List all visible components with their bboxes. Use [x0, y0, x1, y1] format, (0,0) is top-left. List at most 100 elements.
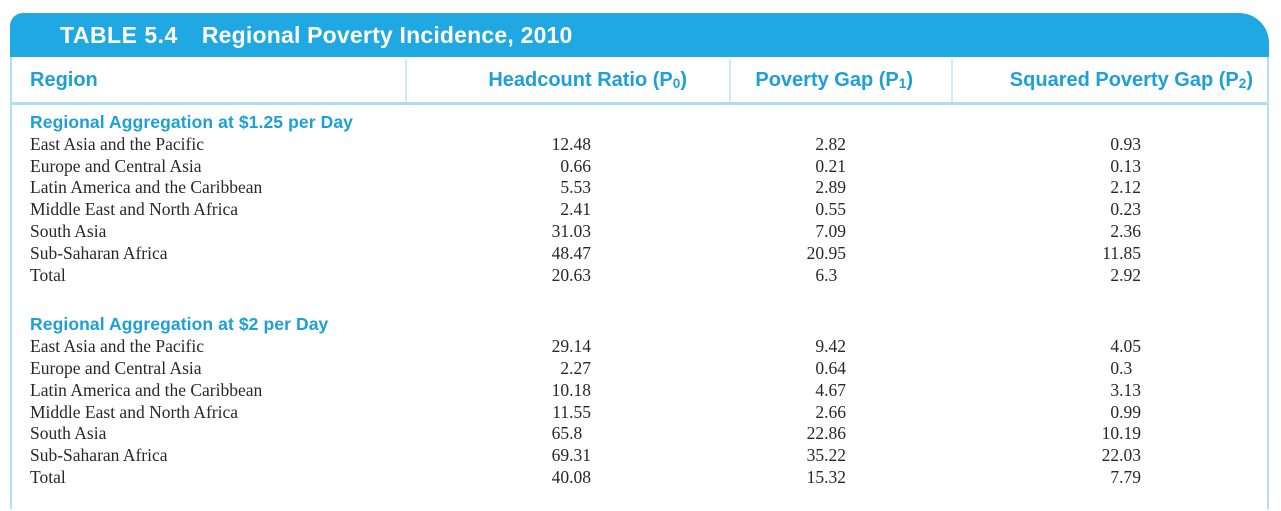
value-cell: 9.42 — [729, 336, 951, 358]
table-row: Sub-Saharan Africa 69.31 35.22 22.03 — [12, 445, 1267, 467]
table-row: Latin America and the Caribbean 10.18 4.… — [12, 380, 1267, 402]
value-cell: 0.64 — [729, 358, 951, 380]
poverty-gap-value: 22.86 — [806, 423, 846, 444]
value-cell: 0.13 — [951, 156, 1267, 178]
section-title: Regional Aggregation at $2 per Day — [30, 314, 329, 335]
poverty-gap-value: 0.21 — [815, 155, 846, 176]
squared-poverty-gap-value: 0.99 — [1110, 401, 1141, 422]
headcount-ratio-value: 40.08 — [551, 466, 591, 487]
table-body: Regional Aggregation at $1.25 per Day Ea… — [12, 105, 1267, 489]
section-rows: East Asia and the Pacific 29.14 9.42 4.0… — [12, 336, 1267, 489]
headcount-ratio-value: 10.18 — [551, 379, 591, 400]
squared-poverty-gap-value: 2.36 — [1110, 220, 1141, 241]
column-header-squared-poverty-gap: Squared Poverty Gap (P 2) — [951, 59, 1267, 102]
squared-poverty-gap-value: 2.92 — [1110, 264, 1141, 285]
table-row: South Asia 65.80 22.86 10.19 — [12, 423, 1267, 445]
value-cell: 0.23 — [951, 199, 1267, 221]
table-title-bar: TABLE 5.4 Regional Poverty Incidence, 20… — [10, 13, 1269, 57]
value-cell: 2.27 — [405, 358, 729, 380]
value-cell: 69.31 — [405, 445, 729, 467]
table-row: Europe and Central Asia 0.66 0.21 0.13 — [12, 156, 1267, 178]
region-cell: Middle East and North Africa — [30, 401, 239, 422]
column-header-region: Region — [30, 69, 98, 91]
poverty-gap-value: 35.22 — [806, 445, 846, 466]
header-text-close: ) — [1246, 69, 1253, 91]
poverty-gap-value: 2.82 — [815, 133, 846, 154]
region-cell: Total — [30, 264, 66, 285]
headcount-ratio-value: 31.03 — [551, 220, 591, 241]
value-cell: 2.89 — [729, 177, 951, 199]
headcount-ratio-value: 20.63 — [551, 264, 591, 285]
table-title: Regional Poverty Incidence, 2010 — [201, 21, 573, 48]
squared-poverty-gap-value: 2.12 — [1110, 177, 1141, 198]
region-cell: Sub-Saharan Africa — [30, 242, 168, 263]
headcount-ratio-value: 2.41 — [560, 199, 591, 220]
value-cell: 0.55 — [729, 199, 951, 221]
squared-poverty-gap-value: 0.23 — [1110, 199, 1141, 220]
value-cell: 3.13 — [951, 380, 1267, 402]
value-cell: 48.47 — [405, 243, 729, 265]
squared-poverty-gap-value: 7.79 — [1110, 466, 1141, 487]
region-cell: Total — [30, 466, 66, 487]
table-row: East Asia and the Pacific 29.14 9.42 4.0… — [12, 336, 1267, 358]
region-cell: South Asia — [30, 220, 107, 241]
table-row: Middle East and North Africa 11.55 2.66 … — [12, 402, 1267, 424]
squared-poverty-gap-value: 0.13 — [1110, 155, 1141, 176]
value-cell: 22.86 — [729, 423, 951, 445]
poverty-gap-value: 6.3 — [815, 264, 838, 285]
poverty-gap-value: 15.32 — [806, 466, 846, 487]
value-cell: 0.21 — [729, 156, 951, 178]
poverty-gap-value: 7.09 — [815, 220, 846, 241]
value-cell: 20.63 — [405, 265, 729, 287]
value-cell: 0.99 — [951, 402, 1267, 424]
table-body-frame: Region Headcount Ratio (P 0) Poverty Gap … — [10, 57, 1269, 509]
value-cell: 35.22 — [729, 445, 951, 467]
table-row: Total 40.08 15.32 7.79 — [12, 467, 1267, 489]
value-cell: 29.14 — [405, 336, 729, 358]
region-cell: Europe and Central Asia — [30, 155, 202, 176]
value-cell: 4.05 — [951, 336, 1267, 358]
value-cell: 22.03 — [951, 445, 1267, 467]
value-cell: 15.32 — [729, 467, 951, 489]
table-section: Regional Aggregation at $1.25 per Day Ea… — [12, 112, 1267, 286]
value-cell: 10.19 — [951, 423, 1267, 445]
value-cell: 4.67 — [729, 380, 951, 402]
headcount-ratio-value: 0.66 — [560, 155, 591, 176]
value-cell: 12.48 — [405, 134, 729, 156]
table-row: Total 20.63 6.30 2.92 — [12, 265, 1267, 287]
squared-poverty-gap-value: 11.85 — [1102, 242, 1141, 263]
headcount-ratio-value: 69.31 — [551, 445, 591, 466]
value-cell: 11.55 — [405, 402, 729, 424]
value-cell: 20.95 — [729, 243, 951, 265]
value-cell: 6.30 — [729, 265, 951, 287]
squared-poverty-gap-value: 4.05 — [1110, 336, 1141, 357]
region-cell: East Asia and the Pacific — [30, 336, 204, 357]
squared-poverty-gap-value: 0.3 — [1110, 357, 1133, 378]
table-row: South Asia 31.03 7.09 2.36 — [12, 221, 1267, 243]
headcount-ratio-value: 5.53 — [560, 177, 591, 198]
value-cell: 11.85 — [951, 243, 1267, 265]
value-cell: 5.53 — [405, 177, 729, 199]
table-row: Middle East and North Africa 2.41 0.55 0… — [12, 199, 1267, 221]
value-cell: 7.09 — [729, 221, 951, 243]
table-section: Regional Aggregation at $2 per Day East … — [12, 314, 1267, 488]
squared-poverty-gap-value: 0.93 — [1110, 133, 1141, 154]
squared-poverty-gap-value: 3.13 — [1110, 379, 1141, 400]
value-cell: 0.30 — [951, 358, 1267, 380]
header-text: Headcount Ratio (P — [488, 69, 673, 91]
table-number: TABLE 5.4 — [60, 21, 178, 48]
poverty-gap-value: 0.55 — [815, 199, 846, 220]
headcount-ratio-value: 11.55 — [552, 401, 591, 422]
table-row: Europe and Central Asia 2.27 0.64 0.30 — [12, 358, 1267, 380]
value-cell: 0.66 — [405, 156, 729, 178]
region-cell: Middle East and North Africa — [30, 199, 239, 220]
value-cell: 2.41 — [405, 199, 729, 221]
value-cell: 10.18 — [405, 380, 729, 402]
column-header-row: Region Headcount Ratio (P 0) Poverty Gap … — [12, 57, 1267, 105]
value-cell: 2.92 — [951, 265, 1267, 287]
value-cell: 2.36 — [951, 221, 1267, 243]
headcount-ratio-value: 12.48 — [551, 133, 591, 154]
column-header-headcount-ratio: Headcount Ratio (P 0) — [405, 59, 729, 102]
section-rows: East Asia and the Pacific 12.48 2.82 0.9… — [12, 134, 1267, 287]
